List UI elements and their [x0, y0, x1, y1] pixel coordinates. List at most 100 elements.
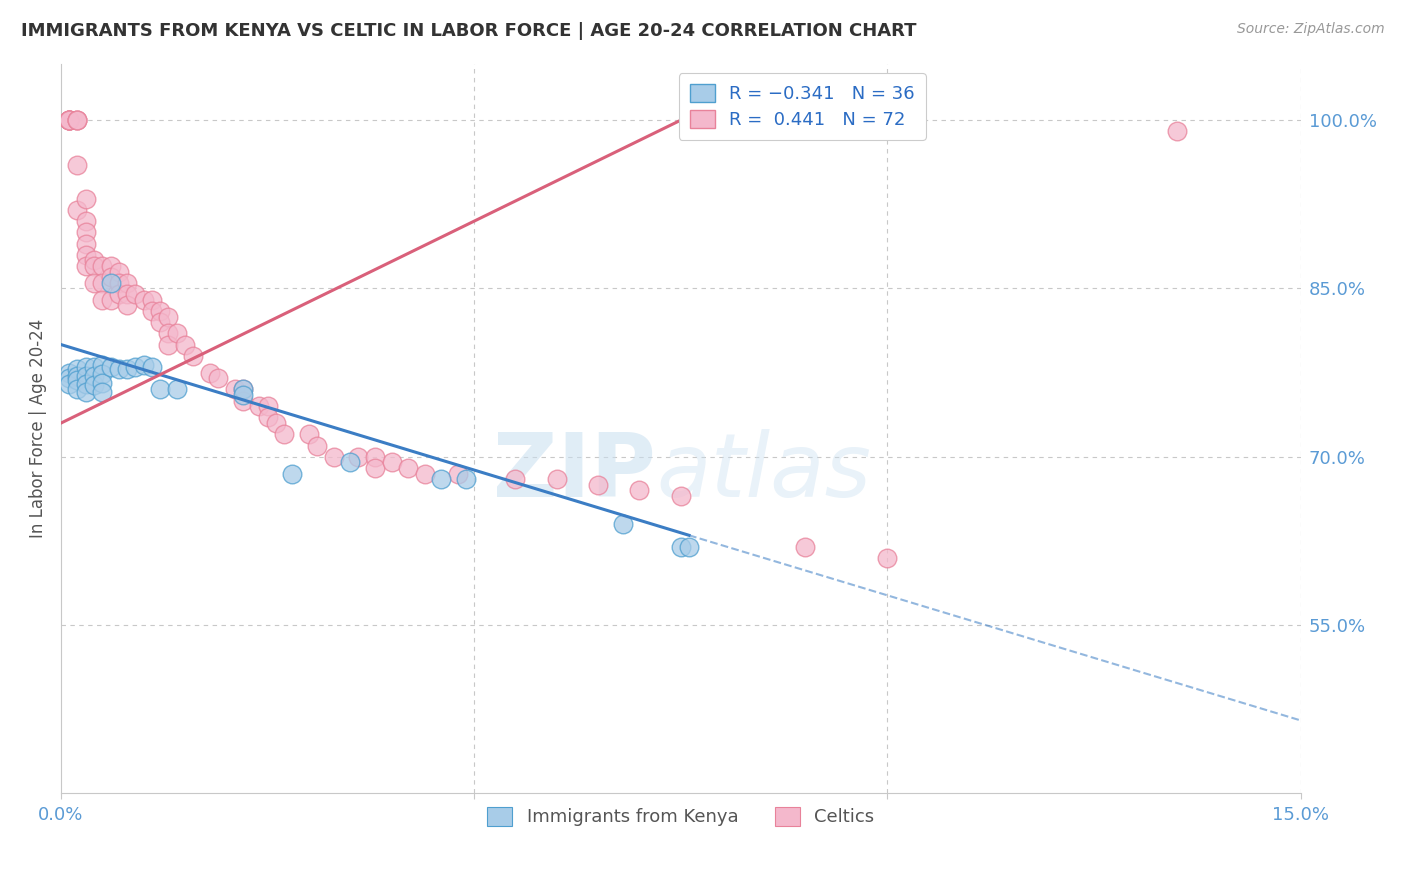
Point: [174, 337, 197, 351]
Text: Source: ZipAtlas.com: Source: ZipAtlas.com: [1237, 22, 1385, 37]
Point: [413, 467, 436, 481]
Point: [273, 427, 295, 442]
Point: [322, 450, 344, 464]
Point: [115, 276, 138, 290]
Point: [91, 358, 114, 372]
Point: [678, 540, 700, 554]
Point: [100, 359, 122, 374]
Point: [141, 359, 163, 374]
Point: [83, 253, 105, 268]
Point: [66, 374, 89, 388]
Point: [876, 550, 898, 565]
Point: [66, 113, 89, 128]
Point: [66, 158, 89, 172]
Point: [232, 393, 254, 408]
Legend: Immigrants from Kenya, Celtics: Immigrants from Kenya, Celtics: [478, 798, 883, 836]
Text: ZIP: ZIP: [494, 429, 657, 516]
Point: [505, 472, 527, 486]
Point: [66, 368, 89, 383]
Point: [107, 276, 129, 290]
Point: [83, 359, 105, 374]
Point: [141, 304, 163, 318]
Point: [281, 467, 304, 481]
Point: [91, 384, 114, 399]
Point: [669, 540, 692, 554]
Point: [546, 472, 568, 486]
Point: [364, 461, 387, 475]
Point: [380, 455, 402, 469]
Point: [100, 270, 122, 285]
Point: [107, 287, 129, 301]
Point: [207, 371, 229, 385]
Point: [166, 383, 188, 397]
Point: [132, 293, 155, 307]
Point: [58, 113, 80, 128]
Point: [83, 378, 105, 392]
Point: [66, 113, 89, 128]
Point: [75, 368, 97, 383]
Point: [115, 287, 138, 301]
Point: [66, 113, 89, 128]
Text: IMMIGRANTS FROM KENYA VS CELTIC IN LABOR FORCE | AGE 20-24 CORRELATION CHART: IMMIGRANTS FROM KENYA VS CELTIC IN LABOR…: [21, 22, 917, 40]
Point: [66, 362, 89, 376]
Point: [157, 326, 180, 341]
Point: [132, 358, 155, 372]
Point: [256, 399, 278, 413]
Point: [181, 349, 204, 363]
Point: [58, 376, 80, 391]
Point: [107, 362, 129, 376]
Point: [232, 388, 254, 402]
Point: [58, 113, 80, 128]
Point: [115, 298, 138, 312]
Point: [339, 455, 361, 469]
Point: [612, 517, 634, 532]
Point: [66, 383, 89, 397]
Point: [75, 376, 97, 391]
Point: [83, 259, 105, 273]
Point: [298, 427, 321, 442]
Point: [793, 540, 815, 554]
Point: [124, 287, 146, 301]
Point: [669, 489, 692, 503]
Point: [396, 461, 419, 475]
Point: [264, 416, 287, 430]
Point: [75, 359, 97, 374]
Y-axis label: In Labor Force | Age 20-24: In Labor Force | Age 20-24: [30, 319, 46, 539]
Point: [628, 483, 651, 498]
Point: [1166, 124, 1188, 138]
Point: [58, 113, 80, 128]
Point: [232, 383, 254, 397]
Point: [75, 214, 97, 228]
Point: [91, 376, 114, 390]
Point: [157, 310, 180, 324]
Point: [198, 366, 221, 380]
Point: [58, 113, 80, 128]
Point: [100, 259, 122, 273]
Point: [256, 410, 278, 425]
Point: [75, 225, 97, 239]
Point: [586, 478, 609, 492]
Point: [107, 265, 129, 279]
Point: [232, 383, 254, 397]
Point: [149, 383, 172, 397]
Point: [91, 259, 114, 273]
Point: [58, 113, 80, 128]
Point: [446, 467, 468, 481]
Point: [100, 276, 122, 290]
Point: [307, 438, 329, 452]
Point: [75, 259, 97, 273]
Point: [75, 192, 97, 206]
Point: [124, 359, 146, 374]
Point: [58, 113, 80, 128]
Point: [149, 304, 172, 318]
Point: [224, 383, 246, 397]
Point: [141, 293, 163, 307]
Point: [75, 236, 97, 251]
Point: [58, 371, 80, 385]
Point: [91, 367, 114, 381]
Point: [66, 202, 89, 217]
Point: [75, 248, 97, 262]
Point: [166, 326, 188, 341]
Point: [75, 384, 97, 399]
Point: [364, 450, 387, 464]
